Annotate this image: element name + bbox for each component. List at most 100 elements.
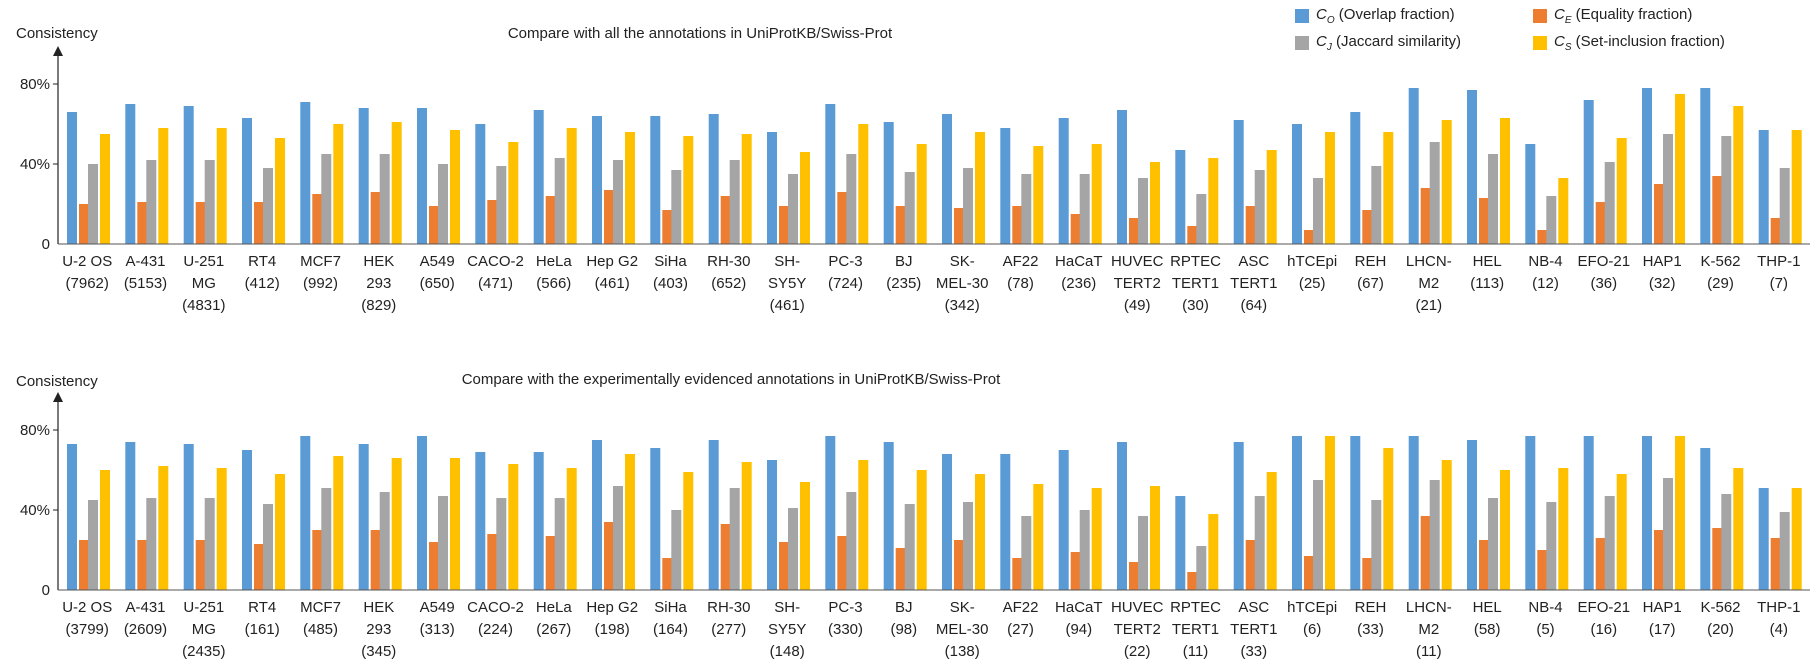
legend-label-jaccard: CJ (Jaccard similarity) xyxy=(1316,33,1462,53)
y-axis-label: Consistency xyxy=(16,373,98,390)
bar xyxy=(683,136,694,244)
bar xyxy=(275,138,285,244)
x-tick-label: MCF7 xyxy=(300,599,341,616)
x-tick-label: (12) xyxy=(1532,275,1559,292)
bar xyxy=(1117,442,1127,590)
bar xyxy=(545,196,556,244)
bar xyxy=(1091,488,1102,590)
x-tick-label: ASC xyxy=(1238,599,1269,616)
bar xyxy=(846,154,857,244)
x-tick-label: (21) xyxy=(1415,297,1442,314)
x-tick-label: TERT1 xyxy=(1172,621,1219,638)
bar xyxy=(1420,188,1431,244)
x-tick-label: K-562 xyxy=(1700,253,1740,270)
x-tick-label: 293 xyxy=(366,621,391,638)
bar xyxy=(1558,178,1569,244)
bar xyxy=(1070,214,1081,244)
x-tick-label: HaCaT xyxy=(1055,253,1103,270)
bar xyxy=(1292,124,1302,244)
x-tick-label: (33) xyxy=(1240,643,1267,660)
x-tick-label: AF22 xyxy=(1003,253,1039,270)
bar xyxy=(604,522,614,590)
bar xyxy=(729,160,740,244)
bar xyxy=(79,204,89,244)
bar xyxy=(67,444,77,590)
bar xyxy=(1292,436,1302,590)
bar xyxy=(137,540,148,590)
bar xyxy=(662,558,673,590)
bar xyxy=(204,498,215,590)
x-tick-label: CACO-2 xyxy=(467,253,524,270)
legend-label-overlap: CO (Overlap fraction) xyxy=(1316,6,1455,26)
x-tick-label: (17) xyxy=(1649,621,1676,638)
bar xyxy=(650,448,661,590)
legend-item-overlap: CO (Overlap fraction) xyxy=(1295,6,1455,26)
bar xyxy=(779,206,789,244)
x-tick-label: MCF7 xyxy=(300,253,341,270)
x-tick-label: HeLa xyxy=(536,599,573,616)
x-tick-label: (992) xyxy=(303,275,338,292)
y-axis-arrow xyxy=(53,46,63,56)
bar xyxy=(1408,436,1419,590)
x-tick-label: (342) xyxy=(945,297,980,314)
bar xyxy=(1604,162,1615,244)
bar xyxy=(1712,176,1723,244)
bar xyxy=(379,492,390,590)
x-tick-label: HUVEC xyxy=(1111,253,1164,270)
y-tick-label: 80% xyxy=(20,422,50,439)
x-tick-label: MEL-30 xyxy=(936,275,989,292)
x-tick-label: RH-30 xyxy=(707,599,750,616)
bar xyxy=(370,530,381,590)
bar xyxy=(100,470,110,590)
bar xyxy=(1663,478,1673,590)
x-tick-label: (313) xyxy=(420,621,455,638)
bar xyxy=(379,154,390,244)
x-tick-label: SH- xyxy=(774,253,800,270)
x-tick-label: PC-3 xyxy=(828,253,862,270)
bar xyxy=(1350,436,1361,590)
bar xyxy=(613,160,623,244)
bar xyxy=(916,144,927,244)
bar xyxy=(417,436,427,590)
x-tick-label: AF22 xyxy=(1003,599,1039,616)
x-tick-label: (471) xyxy=(478,275,513,292)
bar xyxy=(1642,436,1652,590)
x-tick-label: RH-30 xyxy=(707,253,750,270)
x-tick-label: SY5Y xyxy=(768,275,806,292)
bar xyxy=(1712,528,1723,590)
x-tick-label: RPTEC xyxy=(1170,253,1221,270)
x-tick-label: U-251 xyxy=(183,599,224,616)
x-tick-label: MG xyxy=(192,275,216,292)
bar xyxy=(825,104,836,244)
bar xyxy=(321,154,332,244)
x-tick-label: ASC xyxy=(1238,253,1269,270)
bar xyxy=(566,128,577,244)
bar xyxy=(1000,454,1011,590)
x-tick-label: (403) xyxy=(653,275,688,292)
y-axis-label: Consistency xyxy=(16,25,98,42)
bar xyxy=(1138,178,1148,244)
bar xyxy=(554,158,565,244)
x-tick-label: hTCEpi xyxy=(1287,599,1337,616)
x-tick-label: SK- xyxy=(950,599,975,616)
x-tick-label: K-562 xyxy=(1700,599,1740,616)
x-tick-label: (277) xyxy=(711,621,746,638)
x-tick-label: TERT1 xyxy=(1172,275,1219,292)
bar xyxy=(242,450,252,590)
bar xyxy=(1175,496,1186,590)
bar xyxy=(1383,132,1394,244)
chart-title: Compare with the experimentally evidence… xyxy=(462,371,1001,388)
bar xyxy=(1129,562,1139,590)
bar xyxy=(1233,442,1244,590)
x-tick-label: SY5Y xyxy=(768,621,806,638)
x-tick-label: (148) xyxy=(770,643,805,660)
x-tick-label: NB-4 xyxy=(1528,599,1562,616)
x-tick-label: Hep G2 xyxy=(586,599,638,616)
bar xyxy=(1616,474,1627,590)
legend-label-set-inclusion: CS (Set-inclusion fraction) xyxy=(1554,33,1725,53)
chart-bottom: Compare with the experimentally evidence… xyxy=(16,371,1810,660)
legend-item-jaccard: CJ (Jaccard similarity) xyxy=(1295,33,1461,53)
x-tick-label: (20) xyxy=(1707,621,1734,638)
x-tick-label: (29) xyxy=(1707,275,1734,292)
legend-item-set-inclusion: CS (Set-inclusion fraction) xyxy=(1533,33,1725,53)
